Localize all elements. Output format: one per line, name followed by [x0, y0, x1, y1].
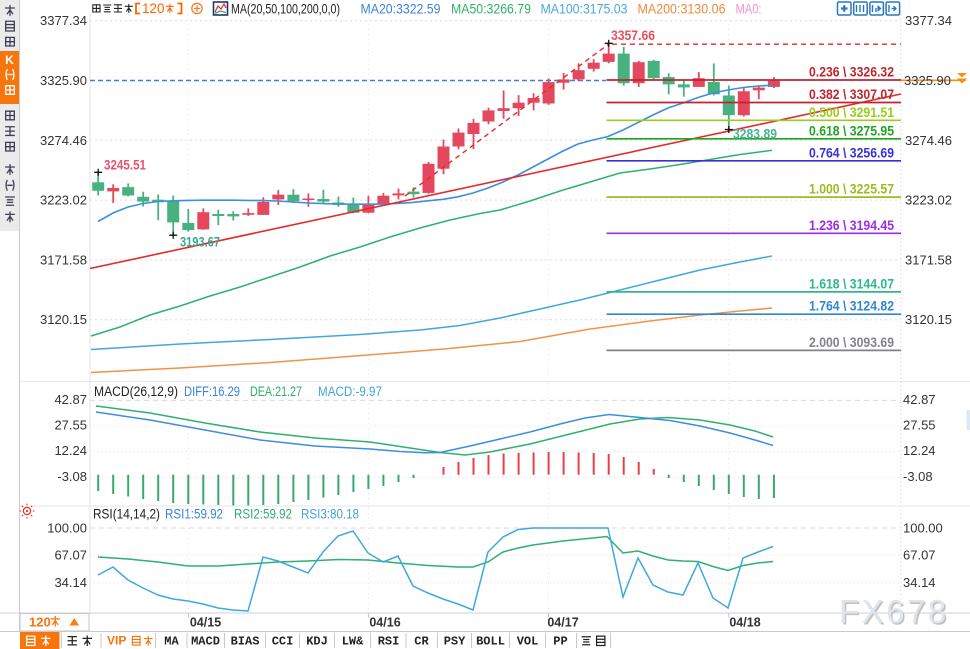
svg-text:3357.66: 3357.66 — [611, 28, 655, 43]
svg-text:MACD(26,12,9): MACD(26,12,9) — [94, 384, 178, 399]
svg-text:04/18: 04/18 — [729, 615, 760, 629]
svg-text:FX678: FX678 — [839, 593, 949, 630]
svg-text:PSY: PSY — [444, 635, 466, 649]
svg-text:34.14: 34.14 — [903, 575, 936, 590]
svg-text:DEA:21.27: DEA:21.27 — [250, 384, 302, 399]
svg-text:3223.02: 3223.02 — [40, 193, 87, 208]
svg-text:K: K — [5, 53, 14, 67]
svg-text:RSI2:59.92: RSI2:59.92 — [234, 507, 292, 522]
svg-text:3120.15: 3120.15 — [905, 312, 952, 327]
svg-text:04/17: 04/17 — [547, 615, 578, 629]
svg-text:DIFF:16.29: DIFF:16.29 — [184, 384, 240, 399]
svg-text:3171.58: 3171.58 — [905, 252, 952, 267]
svg-text:RSI1:59.92: RSI1:59.92 — [165, 507, 223, 522]
svg-text:3325.90: 3325.90 — [40, 73, 87, 88]
svg-text:CCI: CCI — [272, 635, 294, 649]
svg-text:VOL: VOL — [517, 635, 539, 649]
svg-text:FX678: FX678 — [841, 595, 951, 632]
svg-text:04/15: 04/15 — [190, 615, 221, 629]
svg-text:67.07: 67.07 — [903, 548, 936, 563]
svg-text:-3.08: -3.08 — [57, 469, 87, 484]
svg-text:RSI3:80.18: RSI3:80.18 — [301, 507, 359, 522]
svg-text:MA50:3266.79: MA50:3266.79 — [451, 2, 531, 17]
svg-text:-3.08: -3.08 — [903, 469, 933, 484]
svg-text:MA200:3130.06: MA200:3130.06 — [638, 2, 726, 17]
svg-text:1.236 \ 3194.45: 1.236 \ 3194.45 — [809, 218, 894, 233]
svg-text:VIP: VIP — [107, 634, 126, 648]
svg-text:04/16: 04/16 — [369, 615, 400, 629]
svg-text:3377.34: 3377.34 — [905, 13, 952, 28]
svg-text:3223.02: 3223.02 — [905, 193, 952, 208]
svg-text:MA100:3175.03: MA100:3175.03 — [541, 2, 628, 17]
svg-text:3274.46: 3274.46 — [40, 133, 87, 148]
svg-text:42.87: 42.87 — [903, 392, 936, 407]
svg-text:0.236 \ 3326.32: 0.236 \ 3326.32 — [809, 65, 894, 80]
svg-text:RSI(14,14,2): RSI(14,14,2) — [93, 507, 160, 522]
svg-text:0.500 \ 3291.51: 0.500 \ 3291.51 — [809, 105, 894, 120]
svg-text:42.87: 42.87 — [54, 392, 87, 407]
svg-text:34.14: 34.14 — [54, 575, 87, 590]
svg-text:3377.34: 3377.34 — [40, 13, 87, 28]
svg-text:MA(20,50,100,200,0,0): MA(20,50,100,200,0,0) — [231, 2, 340, 17]
svg-text:3171.58: 3171.58 — [40, 252, 87, 267]
svg-text:120: 120 — [142, 1, 165, 16]
svg-text:0.764 \ 3256.69: 0.764 \ 3256.69 — [809, 145, 894, 160]
svg-text:3245.51: 3245.51 — [104, 158, 146, 173]
svg-text:MA20:3322.59: MA20:3322.59 — [361, 2, 441, 17]
svg-text:0.618 \ 3275.95: 0.618 \ 3275.95 — [809, 123, 894, 138]
svg-text:67.07: 67.07 — [54, 548, 87, 563]
svg-text:0.382 \ 3307.07: 0.382 \ 3307.07 — [809, 87, 894, 102]
svg-text:100.00: 100.00 — [47, 521, 87, 536]
svg-text:BIAS: BIAS — [231, 635, 260, 649]
svg-text:12.24: 12.24 — [903, 443, 936, 458]
svg-text:3120.15: 3120.15 — [40, 312, 87, 327]
svg-text:12.24: 12.24 — [54, 443, 87, 458]
svg-text:KDJ: KDJ — [306, 635, 328, 649]
svg-text:MA: MA — [164, 635, 179, 649]
svg-text:3274.46: 3274.46 — [905, 133, 952, 148]
svg-text:RSI: RSI — [378, 635, 400, 649]
svg-text:3283.89: 3283.89 — [733, 127, 777, 142]
svg-text:MACD: MACD — [191, 635, 220, 649]
svg-text:100.00: 100.00 — [903, 521, 943, 536]
svg-text:MA0:: MA0: — [736, 2, 762, 17]
svg-text:BOLL: BOLL — [476, 635, 505, 649]
svg-text:27.55: 27.55 — [903, 418, 936, 433]
svg-text:LW&: LW& — [342, 635, 364, 649]
svg-text:120: 120 — [29, 615, 51, 630]
svg-text:2.000 \ 3093.69: 2.000 \ 3093.69 — [809, 335, 894, 350]
svg-text:MACD:-9.97: MACD:-9.97 — [318, 384, 382, 399]
svg-text:CR: CR — [414, 635, 429, 649]
svg-text:1.764 \ 3124.82: 1.764 \ 3124.82 — [809, 299, 894, 314]
svg-text:27.55: 27.55 — [54, 418, 87, 433]
svg-text:3325.90: 3325.90 — [904, 73, 951, 88]
svg-text:1.000 \ 3225.57: 1.000 \ 3225.57 — [809, 182, 894, 197]
svg-text:1.618 \ 3144.07: 1.618 \ 3144.07 — [809, 276, 894, 291]
svg-text:3193.67: 3193.67 — [180, 235, 220, 250]
svg-text:PP: PP — [553, 635, 567, 649]
